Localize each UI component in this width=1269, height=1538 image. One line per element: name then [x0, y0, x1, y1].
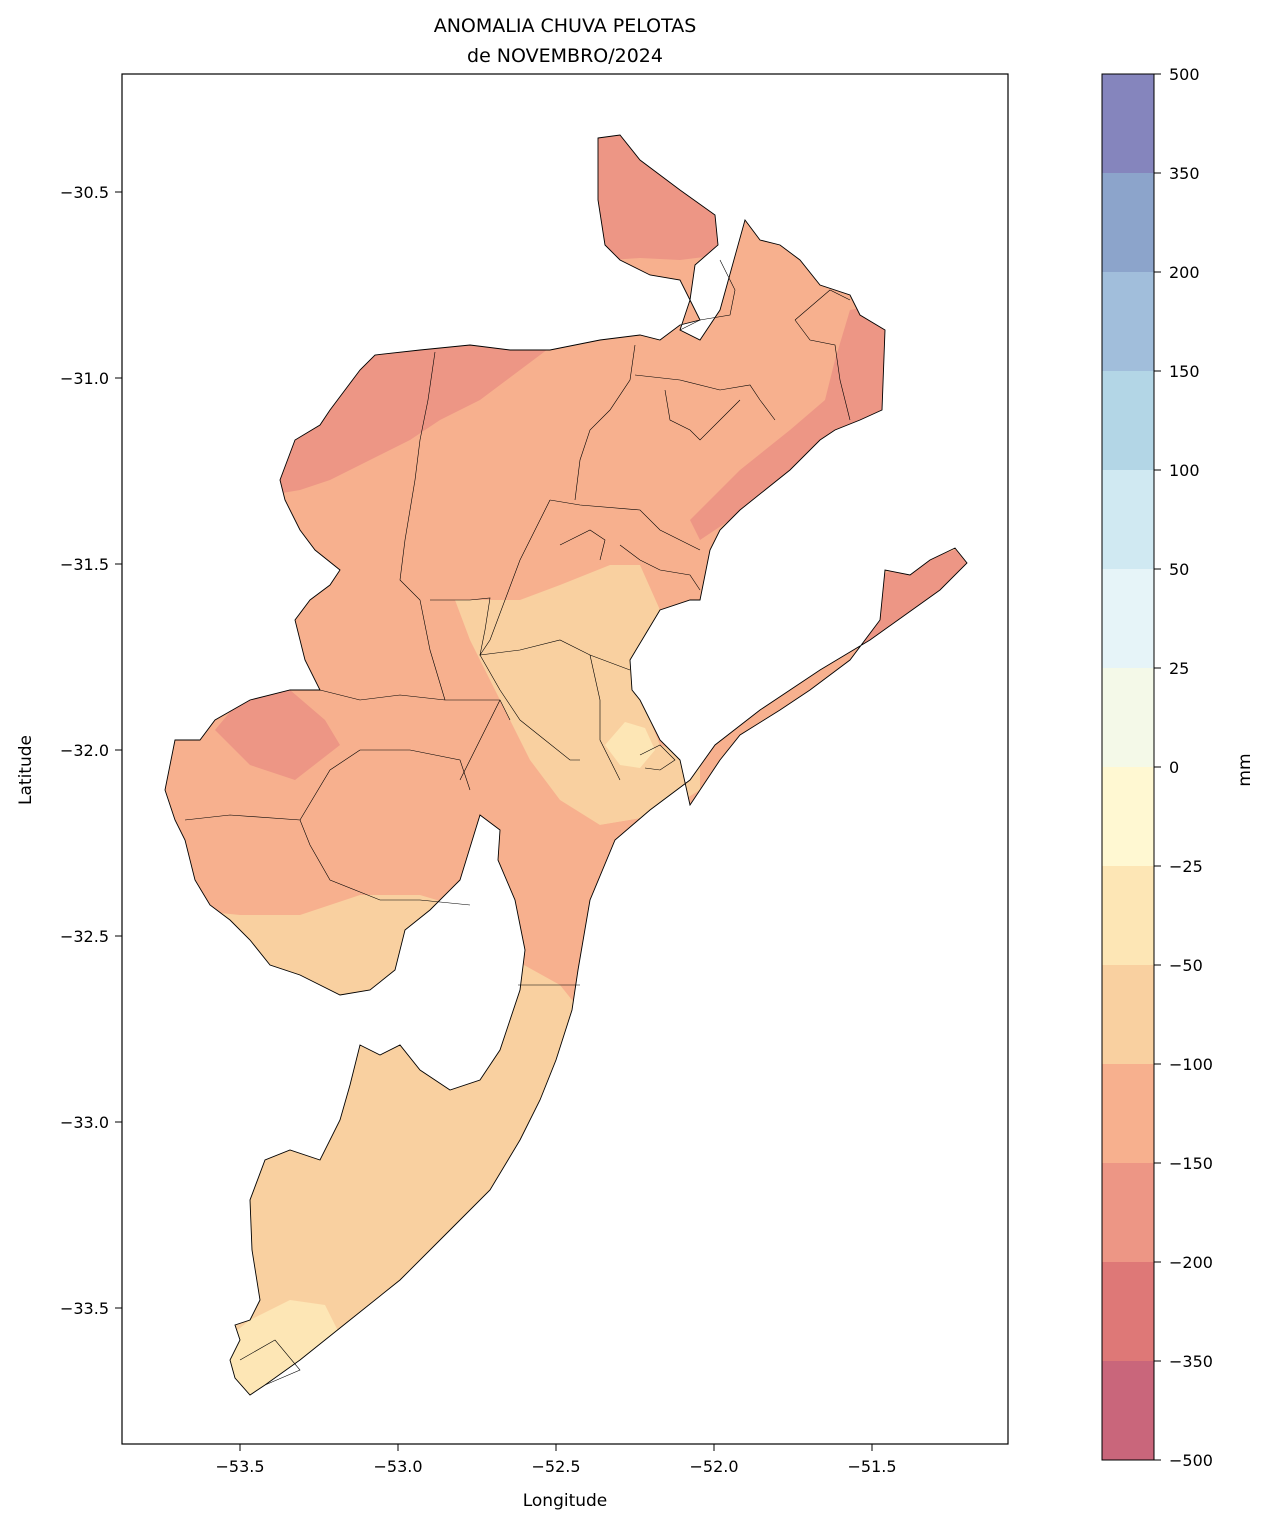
border-17: [794, 289, 851, 321]
x-tick-label: −53.5: [215, 1457, 264, 1476]
colorbar-bands: [1102, 74, 1154, 1461]
colorbar-band: [1102, 1163, 1154, 1263]
y-tick-label: −33.5: [60, 1299, 109, 1318]
colorbar-band: [1102, 1262, 1154, 1362]
border-21: [239, 1339, 301, 1386]
colorbar-band: [1102, 569, 1154, 669]
x-axis-label: Longitude: [523, 1491, 608, 1511]
border-13: [574, 344, 636, 501]
border-7: [589, 654, 621, 781]
fill-lowest-lagoon: [605, 722, 655, 768]
x-tick-label: −52.5: [531, 1457, 580, 1476]
colorbar-band: [1102, 74, 1154, 174]
colorbar-band: [1102, 866, 1154, 966]
border-18: [794, 319, 851, 421]
colorbar: 500 350 200 150 100 50 25 0 −25 −50 −100 −150 −200 −3…: [1101, 65, 1255, 1470]
y-tick-label: −31.0: [60, 369, 109, 388]
colorbar-band: [1102, 272, 1154, 372]
x-axis: −53.5 −53.0 −52.5 −52.0 −51.5 Longitude: [215, 1444, 897, 1511]
colorbar-tick-label: −200: [1169, 1253, 1213, 1272]
colorbar-tick-label: −50: [1169, 956, 1203, 975]
fill-high-east: [690, 300, 900, 540]
border-8: [360, 749, 471, 791]
colorbar-tick-label: 150: [1169, 362, 1200, 381]
colorbar-tick-label: −100: [1169, 1055, 1213, 1074]
colorbar-band: [1102, 173, 1154, 273]
y-tick-label: −30.5: [60, 183, 109, 202]
y-axis-label: Latitude: [16, 735, 36, 805]
border-22: [639, 744, 676, 771]
colorbar-label: mm: [1235, 753, 1255, 786]
border-3: [549, 499, 701, 551]
colorbar-tick-label: 25: [1169, 659, 1189, 678]
colorbar-tick-label: 100: [1169, 461, 1200, 480]
colorbar-band: [1102, 965, 1154, 1065]
colorbar-band: [1102, 371, 1154, 471]
region-outline: [164, 134, 968, 1396]
border-16: [679, 259, 736, 331]
colorbar-band: [1102, 470, 1154, 570]
map-area: −53.5 −53.0 −52.5 −52.0 −51.5 Longitude …: [16, 73, 1009, 1511]
border-2: [319, 689, 511, 721]
border-19: [559, 529, 606, 561]
border-6: [479, 654, 580, 761]
border-1: [399, 351, 446, 701]
colorbar-tick-label: 50: [1169, 560, 1189, 579]
border-5: [430, 597, 491, 656]
colorbar-tick-label: 500: [1169, 65, 1200, 84]
colorbar-tick-label: −150: [1169, 1154, 1213, 1173]
border-11: [299, 749, 361, 821]
colorbar-band: [1102, 1361, 1154, 1461]
colorbar-tick-label: 350: [1169, 164, 1200, 183]
y-tick-label: −32.0: [60, 741, 109, 760]
y-axis: −30.5 −31.0 −31.5 −32.0 −32.5 −33.0 −33.…: [16, 183, 122, 1318]
colorbar-band: [1102, 1064, 1154, 1164]
colorbar-tick-label: −25: [1169, 857, 1203, 876]
x-tick-label: −52.0: [689, 1457, 738, 1476]
x-tick-label: −53.0: [373, 1457, 422, 1476]
y-tick-label: −33.0: [60, 1113, 109, 1132]
border-14: [634, 374, 776, 421]
border-20: [619, 544, 701, 591]
colorbar-tick-label: 0: [1169, 758, 1179, 777]
colorbar-ticks: 500 350 200 150 100 50 25 0 −25 −50 −100 −150 −200 −3…: [1154, 65, 1213, 1470]
fill-high-west: [215, 690, 340, 780]
colorbar-band: [1102, 668, 1154, 768]
colorbar-band: [1102, 767, 1154, 867]
colorbar-tick-label: −500: [1169, 1451, 1213, 1470]
border-15: [664, 389, 741, 441]
map-axes-frame: [121, 73, 1009, 1445]
fill-lowest-south: [225, 1300, 340, 1395]
chart-title-line2: de NOVEMBRO/2024: [467, 45, 663, 67]
municipality-borders: [184, 259, 851, 1386]
colorbar-tick-label: −350: [1169, 1352, 1213, 1371]
chart-title-line1: ANOMALIA CHUVA PELOTAS: [434, 15, 697, 37]
border-9: [459, 699, 501, 781]
border-10: [184, 814, 471, 906]
colorbar-tick-label: 200: [1169, 263, 1200, 282]
x-tick-label: −51.5: [847, 1457, 896, 1476]
y-tick-label: −31.5: [60, 555, 109, 574]
y-tick-label: −32.5: [60, 927, 109, 946]
